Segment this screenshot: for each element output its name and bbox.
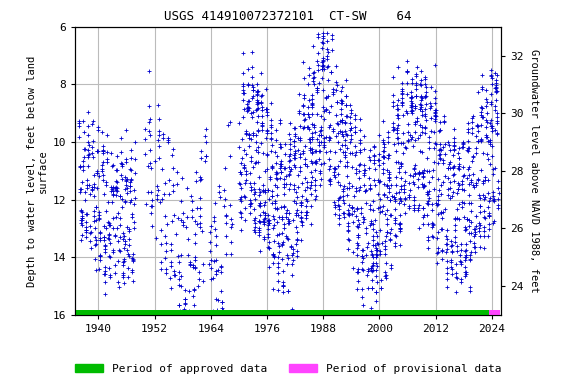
Y-axis label: Depth to water level, feet below land
surface: Depth to water level, feet below land su… (26, 55, 48, 286)
Title: USGS 414910072372101  CT-SW    64: USGS 414910072372101 CT-SW 64 (164, 10, 412, 23)
Legend: Period of approved data, Period of provisional data: Period of approved data, Period of provi… (70, 359, 506, 379)
Y-axis label: Groundwater level above NAVD 1988, feet: Groundwater level above NAVD 1988, feet (529, 49, 539, 293)
